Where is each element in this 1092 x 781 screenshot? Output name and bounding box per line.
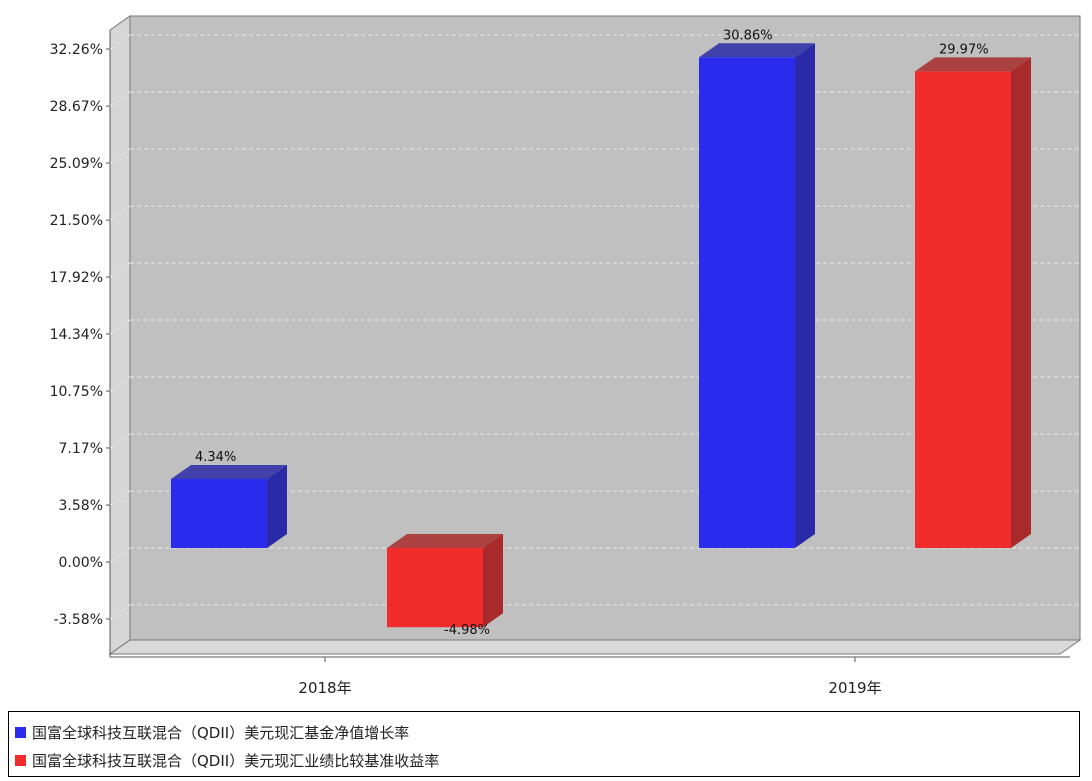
bar-top xyxy=(387,534,503,548)
data-label: 29.97% xyxy=(939,42,989,57)
bar xyxy=(171,464,287,548)
bar xyxy=(387,534,503,628)
x-tick-label: 2018年 xyxy=(298,679,351,697)
left-wall xyxy=(109,15,131,655)
legend-swatch-blue xyxy=(15,726,26,738)
bars xyxy=(171,43,1031,628)
legend: 国富全球科技互联混合（QDII）美元现汇基金净值增长率 国富全球科技互联混合（Q… xyxy=(8,711,1080,777)
y-tick-label: 25.09% xyxy=(50,156,103,172)
floor xyxy=(108,639,1082,655)
bar-front xyxy=(699,57,795,548)
bar-side xyxy=(483,534,503,628)
bar xyxy=(915,57,1031,549)
bar-side xyxy=(795,43,815,548)
y-tick-label: 17.92% xyxy=(50,270,103,286)
data-label: 30.86% xyxy=(723,28,773,43)
bar-chart: -3.58% 0.00% 3.58% 7.17% 10.75% 14.34% 17.92% 2… xyxy=(50,15,1082,697)
y-tick-label: 3.58% xyxy=(59,498,103,514)
bar-top xyxy=(699,43,815,58)
y-axis: -3.58% 0.00% 3.58% 7.17% 10.75% 14.34% 17.92% 2… xyxy=(50,42,110,628)
legend-label-nav-growth: 国富全球科技互联混合（QDII）美元现汇基金净值增长率 xyxy=(32,723,410,742)
bar-front xyxy=(915,71,1011,549)
y-tick-label: -3.58% xyxy=(53,612,103,628)
legend-swatch-red xyxy=(15,754,26,766)
legend-item-nav-growth: 国富全球科技互联混合（QDII）美元现汇基金净值增长率 xyxy=(15,722,409,742)
y-tick-label: 21.50% xyxy=(50,213,103,229)
y-tick-label: 10.75% xyxy=(50,384,103,400)
y-tick-label: 0.00% xyxy=(59,555,103,571)
y-tick-label: 7.17% xyxy=(59,441,103,457)
bar-top xyxy=(915,57,1031,72)
bar-side xyxy=(267,464,287,548)
y-tick-label: 28.67% xyxy=(50,99,103,115)
legend-item-benchmark: 国富全球科技互联混合（QDII）美元现汇业绩比较基准收益率 xyxy=(15,750,439,770)
bar-side xyxy=(1011,57,1031,549)
data-labels: 4.34% 30.86% -4.98% 29.97% xyxy=(195,28,989,638)
bar xyxy=(699,43,815,548)
x-tick-label: 2019年 xyxy=(828,679,881,697)
bar-top xyxy=(171,464,287,479)
legend-label-benchmark: 国富全球科技互联混合（QDII）美元现汇业绩比较基准收益率 xyxy=(32,751,440,770)
y-tick-label: 14.34% xyxy=(50,327,103,343)
bar-front xyxy=(387,548,483,628)
y-tick-label: 32.26% xyxy=(50,42,103,58)
x-axis: 2018年 2019年 xyxy=(298,657,882,697)
data-label: 4.34% xyxy=(195,450,236,465)
data-label: -4.98% xyxy=(444,623,490,638)
bar-front xyxy=(171,478,267,548)
